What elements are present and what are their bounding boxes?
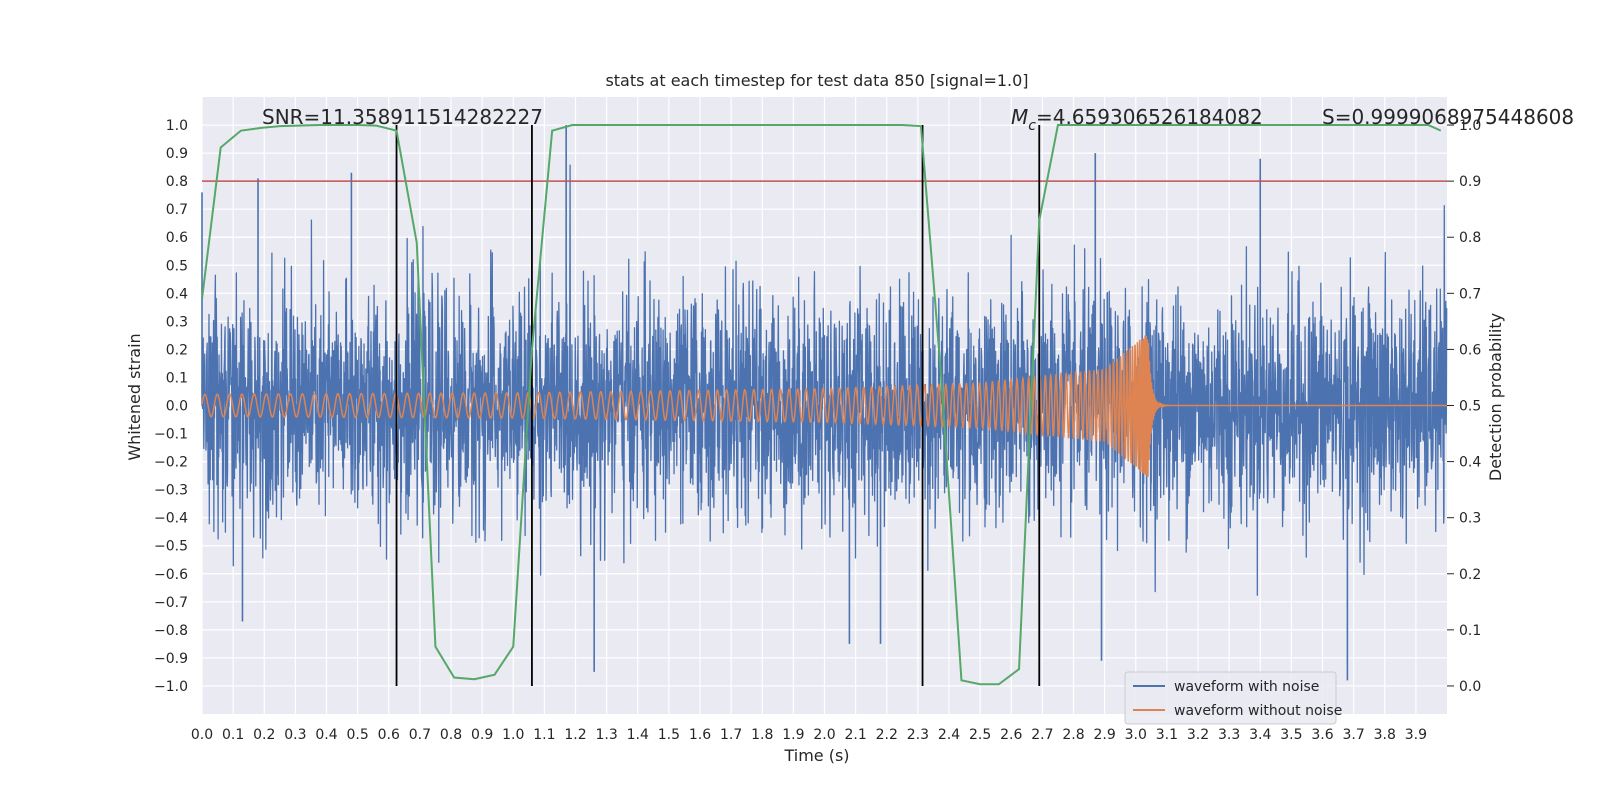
y2-tick-label: 0.5 — [1459, 399, 1481, 415]
y-axis-label: Whitened strain — [125, 333, 144, 460]
x-tick-label: 2.7 — [1031, 727, 1053, 743]
x-tick-label: 1.0 — [502, 727, 524, 743]
x-tick-label: 0.6 — [378, 727, 400, 743]
x-tick-label: 1.5 — [658, 727, 680, 743]
x-tick-label: 2.3 — [907, 727, 929, 743]
y2-tick-label: 1.0 — [1459, 118, 1481, 134]
mc-symbol: M — [1011, 105, 1028, 129]
y-tick-label: −0.3 — [154, 483, 188, 499]
x-tick-label: 3.5 — [1280, 727, 1302, 743]
x-tick-label: 2.6 — [1000, 727, 1022, 743]
y2-tick-label: 0.2 — [1459, 567, 1481, 583]
y-tick-label: −0.9 — [154, 651, 188, 667]
y-tick-label: 0.9 — [166, 146, 188, 162]
x-tick-label: 0.4 — [315, 727, 337, 743]
y-tick-label: −0.4 — [154, 511, 188, 527]
y-tick-label: −0.2 — [154, 455, 188, 471]
clean-waveform-layer — [201, 335, 1447, 477]
x-tick-label: 3.9 — [1405, 727, 1427, 743]
x-tick-label: 2.4 — [938, 727, 960, 743]
y-tick-label: −0.6 — [154, 567, 188, 583]
x-axis-label: Time (s) — [783, 746, 849, 765]
tick-labels: 0.0 0.1 0.2 0.3 0.4 0.5 0.6 0.7 0.8 0.9 1.0 1.1 1.2 1… — [154, 118, 1481, 743]
mc-annotation: Mc=4.659306526184082 — [1011, 105, 1263, 134]
y-tick-label: 0.4 — [166, 286, 188, 302]
chart-title: stats at each timestep for test data 850… — [605, 71, 1028, 90]
noisy-waveform-line — [201, 164, 1448, 596]
y2-tick-label: 0.4 — [1459, 455, 1481, 471]
legend: waveform with noise waveform without noi… — [1124, 671, 1342, 725]
y2-tick-label: 0.0 — [1459, 679, 1481, 695]
x-tick-label: 3.7 — [1342, 727, 1364, 743]
x-tick-label: 3.0 — [1125, 727, 1147, 743]
x-tick-label: 3.8 — [1374, 727, 1396, 743]
x-tick-label: 2.2 — [876, 727, 898, 743]
x-tick-label: 1.1 — [533, 727, 555, 743]
legend-label-clean: waveform without noise — [1174, 703, 1342, 719]
y-tick-label: 0.8 — [166, 174, 188, 190]
detection-probability-line — [201, 124, 1442, 686]
x-tick-label: 2.8 — [1062, 727, 1084, 743]
x-tick-label: 0.0 — [191, 727, 213, 743]
x-tick-label: 2.1 — [844, 727, 866, 743]
y2-tick-label: 0.1 — [1459, 623, 1481, 639]
y-tick-label: −1.0 — [154, 679, 188, 695]
x-tick-label: 1.8 — [751, 727, 773, 743]
y-tick-label: 0.1 — [166, 370, 188, 386]
y2-axis-label: Detection probability — [1486, 313, 1505, 481]
y-tick-label: −0.1 — [154, 427, 188, 443]
x-tick-label: 3.1 — [1156, 727, 1178, 743]
x-tick-label: 0.1 — [222, 727, 244, 743]
x-tick-label: 1.6 — [689, 727, 711, 743]
y2-tick-label: 0.9 — [1459, 174, 1481, 190]
y-tick-label: 0.5 — [166, 258, 188, 274]
probability-layer — [201, 124, 1442, 686]
x-tick-label: 3.3 — [1218, 727, 1240, 743]
x-tick-label: 1.9 — [782, 727, 804, 743]
legend-label-noisy: waveform with noise — [1174, 679, 1319, 695]
y-tick-label: 0.0 — [166, 399, 188, 415]
x-tick-label: 0.2 — [253, 727, 275, 743]
y2-tick-label: 0.6 — [1459, 342, 1481, 358]
legend-box — [1124, 671, 1337, 725]
noisy-waveform-layer — [201, 125, 1448, 681]
x-tick-label: 1.2 — [564, 727, 586, 743]
x-tick-label: 0.7 — [409, 727, 431, 743]
y2-tick-label: 0.3 — [1459, 511, 1481, 527]
x-tick-label: 3.2 — [1187, 727, 1209, 743]
x-tick-label: 0.3 — [284, 727, 306, 743]
y2-tick-label: 0.7 — [1459, 286, 1481, 302]
x-tick-label: 0.8 — [440, 727, 462, 743]
mc-value: =4.659306526184082 — [1036, 105, 1263, 129]
x-tick-label: 0.9 — [471, 727, 493, 743]
y-tick-label: 0.2 — [166, 342, 188, 358]
y2-tick-label: 0.8 — [1459, 230, 1481, 246]
x-tick-label: 2.0 — [813, 727, 835, 743]
x-tick-label: 2.9 — [1093, 727, 1115, 743]
y-tick-label: −0.8 — [154, 623, 188, 639]
x-tick-label: 3.4 — [1249, 727, 1271, 743]
x-tick-label: 3.6 — [1311, 727, 1333, 743]
x-tick-label: 1.7 — [720, 727, 742, 743]
x-tick-label: 1.4 — [627, 727, 649, 743]
y-tick-label: −0.7 — [154, 595, 188, 611]
x-tick-label: 0.5 — [346, 727, 368, 743]
y-tick-label: 0.7 — [166, 202, 188, 218]
x-tick-label: 1.3 — [595, 727, 617, 743]
y-tick-label: 0.3 — [166, 314, 188, 330]
clean-waveform-line — [201, 335, 1447, 477]
y-tick-label: 1.0 — [166, 118, 188, 134]
y-tick-label: 0.6 — [166, 230, 188, 246]
x-tick-label: 2.5 — [969, 727, 991, 743]
y-tick-label: −0.5 — [154, 539, 188, 555]
s-annotation: S=0.9999068975448608 — [1322, 105, 1574, 129]
mc-subscript: c — [1028, 118, 1036, 134]
snr-annotation: SNR=11.358911514282227 — [262, 105, 543, 129]
